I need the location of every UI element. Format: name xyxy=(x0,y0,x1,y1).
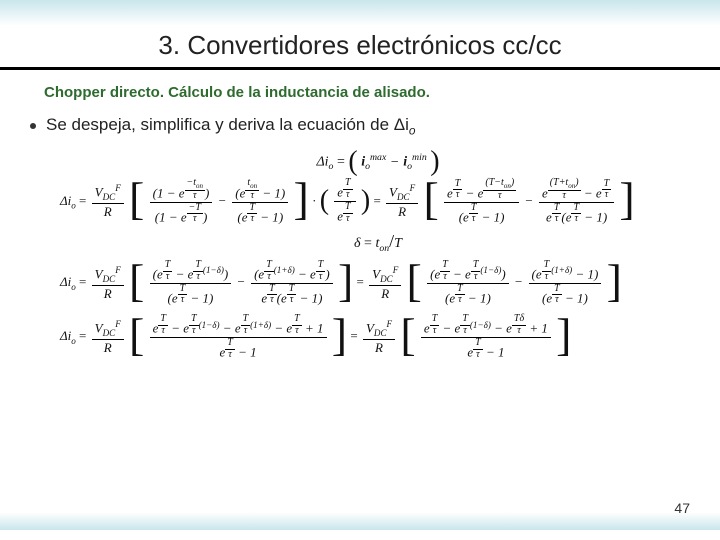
equation-3: δ = ton/T xyxy=(60,231,696,254)
slide: 3. Convertidores electrónicos cc/cc Chop… xyxy=(0,0,720,540)
slide-title: 3. Convertidores electrónicos cc/cc xyxy=(0,26,720,67)
equation-1: Δio = ( iomax − iomin ) xyxy=(60,151,696,173)
bullet-main: Se despeja, simplifica y deriva la ecuac… xyxy=(46,115,409,134)
header-gradient xyxy=(0,0,720,26)
equation-2: Δio = VDCF R [ (1 − e−tonτ) (1 − e−Tτ) −… xyxy=(60,178,696,226)
equation-5: Δio = VDCF R [ eTτ − eTτ(1−δ) − eTτ(1+δ)… xyxy=(60,314,696,360)
math-area: Δio = ( iomax − iomin ) Δio = VDCF R [ (… xyxy=(0,143,720,360)
bullet-row: Se despeja, simplifica y deriva la ecuac… xyxy=(0,111,720,143)
footer: 47 xyxy=(0,512,720,530)
equation-4: Δio = VDCF R [ (eTτ − eTτ(1−δ)) (eTτ − 1… xyxy=(60,260,696,306)
bullet-sub: o xyxy=(409,123,416,137)
footer-gradient xyxy=(0,512,720,530)
bullet-text: Se despeja, simplifica y deriva la ecuac… xyxy=(46,115,416,137)
page-number: 47 xyxy=(674,500,690,516)
bullet-dot-icon xyxy=(30,123,36,129)
slide-subtitle: Chopper directo. Cálculo de la inductanc… xyxy=(0,70,720,111)
